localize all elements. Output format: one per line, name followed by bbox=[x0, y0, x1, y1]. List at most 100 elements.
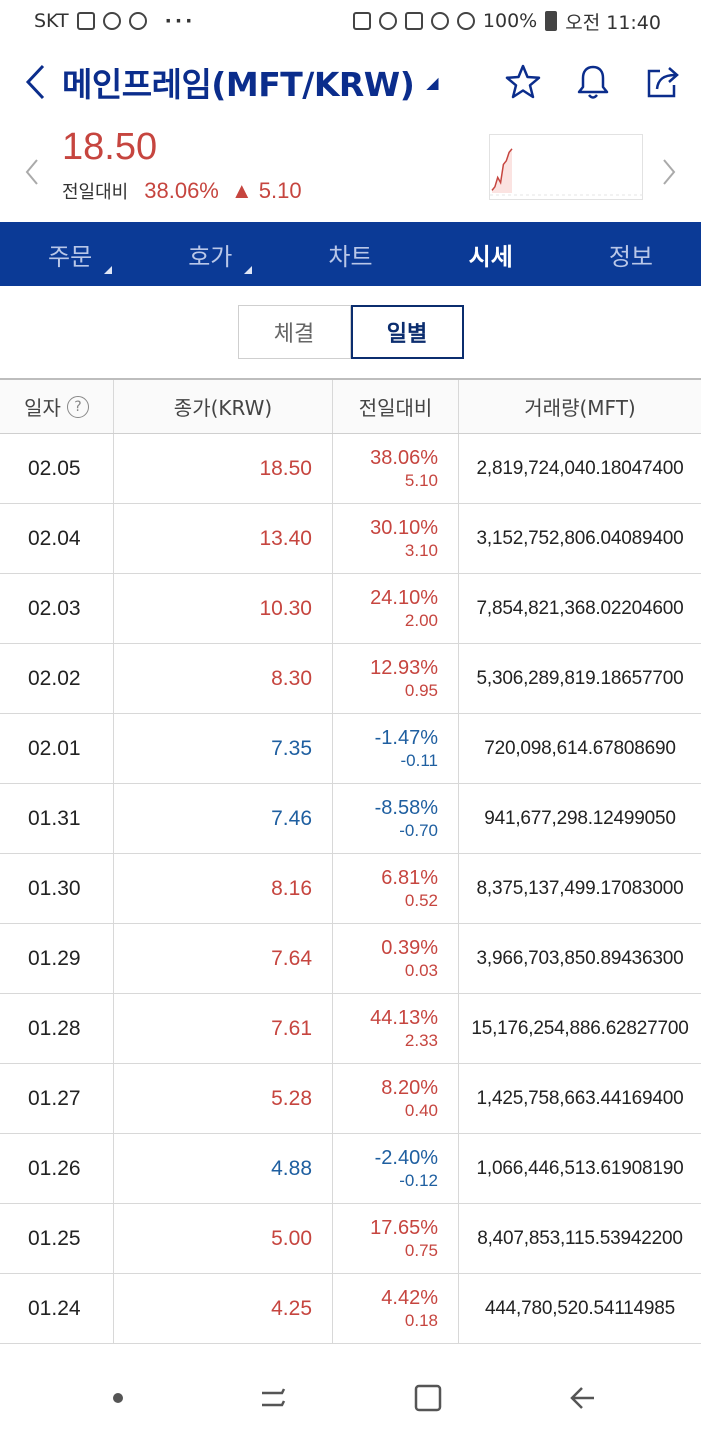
cell-diff-percent: 12.93% bbox=[370, 656, 438, 679]
recents-button[interactable] bbox=[243, 1378, 303, 1418]
market-title[interactable]: 메인프레임(MFT/KRW) bbox=[62, 65, 415, 104]
subtab-daily[interactable]: 일별 bbox=[350, 305, 464, 359]
table-row[interactable]: 01.27 5.28 8.20% 0.40 1,425,758,663.44169400 bbox=[0, 1064, 701, 1134]
tab-info[interactable]: 정보 bbox=[561, 222, 701, 286]
column-header-label: 일자 bbox=[24, 396, 61, 420]
column-header-date: 일자 ? bbox=[0, 380, 114, 433]
system-nav-bar bbox=[0, 1356, 701, 1440]
table-row[interactable]: 02.05 18.50 38.06% 5.10 2,819,724,040.180474… bbox=[0, 434, 701, 504]
tab-dropdown-icon bbox=[104, 266, 113, 274]
table-row[interactable]: 01.29 7.64 0.39% 0.03 3,966,703,850.89436300 bbox=[0, 924, 701, 994]
bell-icon bbox=[577, 65, 609, 99]
cell-diff: -2.40% -0.12 bbox=[333, 1134, 459, 1203]
share-icon bbox=[647, 67, 679, 98]
cell-volume: 8,407,853,115.53942200 bbox=[477, 1227, 683, 1249]
cell-close: 7.35 bbox=[114, 714, 333, 783]
cell-diff-amount: 3.10 bbox=[404, 540, 438, 560]
cell-diff: 8.20% 0.40 bbox=[333, 1064, 459, 1133]
table-row[interactable]: 01.28 7.61 44.13% 2.33 15,176,254,886.628277… bbox=[0, 994, 701, 1064]
subtab-trades[interactable]: 체결 bbox=[237, 305, 351, 359]
cell-diff: 24.10% 2.00 bbox=[333, 574, 459, 643]
tab-chart[interactable]: 차트 bbox=[280, 222, 420, 286]
cell-volume: 444,780,520.54114985 bbox=[484, 1297, 676, 1319]
favorite-button[interactable] bbox=[503, 62, 543, 102]
table-row[interactable]: 02.04 13.40 30.10% 3.10 3,152,752,806.040894… bbox=[0, 504, 701, 574]
tab-label: 차트 bbox=[328, 242, 373, 271]
notification-icon bbox=[102, 12, 121, 30]
table-body[interactable]: 02.05 18.50 38.06% 5.10 2,819,724,040.180474… bbox=[0, 434, 701, 1364]
cell-date: 01.31 bbox=[0, 784, 114, 853]
cell-date: 01.24 bbox=[0, 1274, 114, 1343]
cell-diff-percent: 6.81% bbox=[381, 866, 438, 889]
tab-label: 시세 bbox=[468, 242, 513, 271]
back-nav-button[interactable] bbox=[553, 1378, 613, 1418]
cell-date: 01.27 bbox=[0, 1064, 114, 1133]
cell-diff: 38.06% 5.10 bbox=[333, 434, 459, 503]
back-button[interactable] bbox=[18, 57, 52, 107]
cell-diff-amount: 5.10 bbox=[404, 470, 438, 490]
table-row[interactable]: 01.30 8.16 6.81% 0.52 8,375,137,499.17083000 bbox=[0, 854, 701, 924]
cell-close: 18.50 bbox=[114, 434, 333, 503]
cell-volume: 1,066,446,513.61908190 bbox=[476, 1157, 684, 1179]
cell-volume: 941,677,298.12499050 bbox=[484, 807, 676, 829]
nav-dot-button[interactable] bbox=[88, 1378, 148, 1418]
cell-diff-percent: 24.10% bbox=[370, 586, 438, 609]
cell-close: 5.00 bbox=[114, 1204, 333, 1273]
share-button[interactable] bbox=[643, 62, 683, 102]
main-tabs: 주문 호가 차트 시세 정보 bbox=[0, 222, 701, 286]
cell-diff-percent: 44.13% bbox=[370, 1006, 438, 1029]
market-selector-caret-icon[interactable]: ◢ bbox=[426, 72, 439, 92]
recents-icon bbox=[261, 1388, 285, 1407]
back-arrow-icon bbox=[25, 64, 45, 100]
tab-orderbook[interactable]: 호가 bbox=[140, 222, 280, 286]
alert-button[interactable] bbox=[573, 62, 613, 102]
cell-diff-percent: 8.20% bbox=[381, 1076, 438, 1099]
cell-volume: 8,375,137,499.17083000 bbox=[476, 877, 684, 899]
cell-date: 02.04 bbox=[0, 504, 114, 573]
battery-saver-icon bbox=[352, 12, 371, 30]
cell-date: 01.29 bbox=[0, 924, 114, 993]
table-row[interactable]: 01.24 4.25 4.42% 0.18 444,780,520.54114985 bbox=[0, 1274, 701, 1344]
sub-tabs: 체결 일별 bbox=[0, 286, 701, 378]
cell-diff: 30.10% 3.10 bbox=[333, 504, 459, 573]
cell-date: 01.30 bbox=[0, 854, 114, 923]
bluetooth-icon bbox=[378, 12, 397, 30]
alarm-icon bbox=[430, 12, 449, 30]
cell-diff: 4.42% 0.18 bbox=[333, 1274, 459, 1343]
tab-order[interactable]: 주문 bbox=[0, 222, 140, 286]
cell-diff-amount: 2.33 bbox=[404, 1030, 438, 1050]
cell-close: 8.30 bbox=[114, 644, 333, 713]
next-market-button[interactable] bbox=[657, 152, 681, 192]
table-row[interactable]: 02.02 8.30 12.93% 0.95 5,306,289,819.1865770… bbox=[0, 644, 701, 714]
cell-diff: 0.39% 0.03 bbox=[333, 924, 459, 993]
gallery-icon bbox=[76, 12, 95, 30]
cell-date: 01.25 bbox=[0, 1204, 114, 1273]
mini-price-chart[interactable] bbox=[489, 134, 644, 200]
cell-volume: 2,819,724,040.18047400 bbox=[476, 457, 684, 479]
table-row[interactable]: 02.01 7.35 -1.47% -0.11 720,098,614.67808690 bbox=[0, 714, 701, 784]
change-percent: 38.06% bbox=[144, 178, 219, 203]
help-icon[interactable]: ? bbox=[66, 395, 89, 418]
home-button[interactable] bbox=[398, 1378, 458, 1418]
cell-diff-amount: 0.40 bbox=[404, 1100, 438, 1120]
cell-diff-percent: 38.06% bbox=[370, 446, 438, 469]
cell-diff-percent: 0.39% bbox=[381, 936, 438, 959]
table-row[interactable]: 02.03 10.30 24.10% 2.00 7,854,821,368.022046… bbox=[0, 574, 701, 644]
tab-quotes[interactable]: 시세 bbox=[421, 222, 561, 286]
app-icon bbox=[128, 12, 147, 30]
table-row[interactable]: 01.25 5.00 17.65% 0.75 8,407,853,115.5394220… bbox=[0, 1204, 701, 1274]
price-summary: 18.50 전일대비 38.06% ▲ 5.10 bbox=[0, 122, 701, 222]
tab-dropdown-icon bbox=[244, 266, 253, 274]
cell-date: 02.02 bbox=[0, 644, 114, 713]
cell-close: 13.40 bbox=[114, 504, 333, 573]
table-row[interactable]: 01.31 7.46 -8.58% -0.70 941,677,298.12499050 bbox=[0, 784, 701, 854]
chevron-left-icon bbox=[25, 159, 38, 185]
table-row[interactable]: 01.26 4.88 -2.40% -0.12 1,066,446,513.619081… bbox=[0, 1134, 701, 1204]
home-icon bbox=[414, 1384, 442, 1412]
wifi-icon bbox=[456, 12, 475, 30]
prev-market-button[interactable] bbox=[20, 152, 44, 192]
battery-percent: 100% bbox=[482, 10, 538, 32]
cell-diff-percent: 17.65% bbox=[370, 1216, 438, 1239]
cell-close: 5.28 bbox=[114, 1064, 333, 1133]
cell-close: 10.30 bbox=[114, 574, 333, 643]
